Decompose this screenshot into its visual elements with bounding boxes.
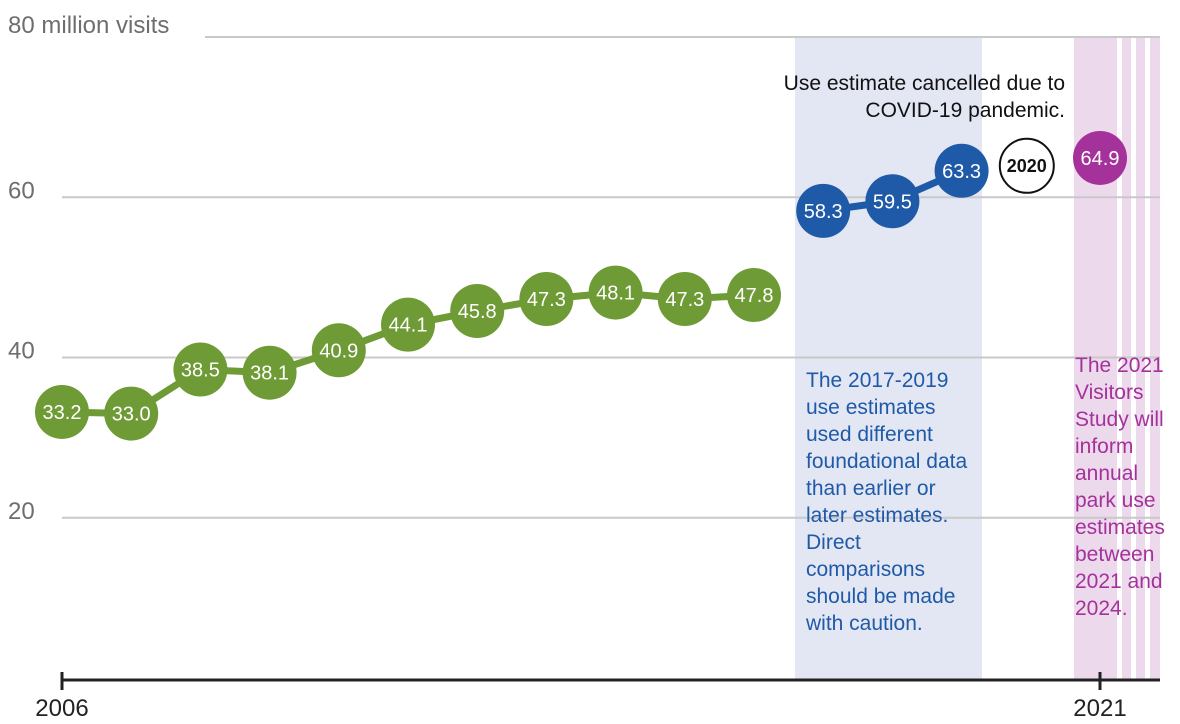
- y-axis-ticks: 80 million visits 60 40 20: [8, 12, 169, 525]
- data-point: [381, 297, 435, 352]
- data-point: [35, 384, 89, 439]
- series-1: 58.3 59.5 63.3: [796, 143, 989, 238]
- data-point: [519, 272, 574, 327]
- data-label: 33.2: [43, 402, 82, 424]
- year-2020-marker: 2020: [998, 137, 1055, 194]
- data-point: [104, 386, 159, 441]
- series-0: 33.2 33.0 38.5 38.1 40.9 44.1 45.8 47.3 48.1 47.3…: [35, 265, 781, 441]
- year-2020-circle: [998, 137, 1055, 194]
- series-2: 64.9: [1073, 130, 1127, 185]
- data-label: 63.3: [942, 161, 981, 183]
- data-point: [311, 323, 366, 378]
- data-point: [588, 265, 643, 320]
- x-tick-label: 2021: [1073, 695, 1126, 722]
- data-label: 48.1: [596, 283, 635, 305]
- blue-band-note: The 2017-2019 use estimates used differe…: [806, 369, 968, 635]
- data-point: [727, 268, 781, 323]
- y-axis-title: 80 million visits: [8, 12, 169, 39]
- year-2020-label: 2020: [1007, 156, 1047, 176]
- data-label: 58.3: [804, 201, 843, 223]
- data-label: 47.3: [665, 289, 704, 311]
- y-tick-label: 20: [8, 498, 35, 525]
- data-label: 59.5: [873, 191, 912, 213]
- data-label: 40.9: [319, 340, 358, 362]
- data-point: [796, 183, 851, 238]
- data-point: [450, 284, 505, 339]
- data-point: [934, 143, 989, 198]
- data-label: 38.5: [181, 360, 220, 382]
- data-label: 44.1: [389, 315, 428, 337]
- data-point: [173, 342, 228, 397]
- data-label: 33.0: [112, 404, 151, 426]
- data-label: 47.8: [735, 285, 774, 307]
- x-axis-ticks: 2006 2021: [35, 672, 1127, 722]
- data-point: [1073, 130, 1127, 185]
- y-tick-label: 40: [8, 338, 35, 365]
- series-group: 33.2 33.0 38.5 38.1 40.9 44.1 45.8 47.3 48.1 47.3…: [35, 130, 1127, 441]
- data-label: 45.8: [458, 301, 497, 323]
- data-label: 64.9: [1081, 148, 1120, 170]
- x-tick-label: 2006: [35, 695, 88, 722]
- data-point: [657, 272, 712, 327]
- data-point: [865, 174, 920, 229]
- data-point: [242, 345, 297, 400]
- covid-note: Use estimate cancelled due to COVID-19 p…: [783, 72, 1065, 122]
- data-label: 47.3: [527, 289, 566, 311]
- gridlines: [62, 36, 1160, 519]
- purple-band-note: The 2021 Visitors Study will inform annu…: [1075, 354, 1165, 620]
- data-label: 38.1: [250, 363, 289, 385]
- y-tick-label: 60: [8, 177, 35, 204]
